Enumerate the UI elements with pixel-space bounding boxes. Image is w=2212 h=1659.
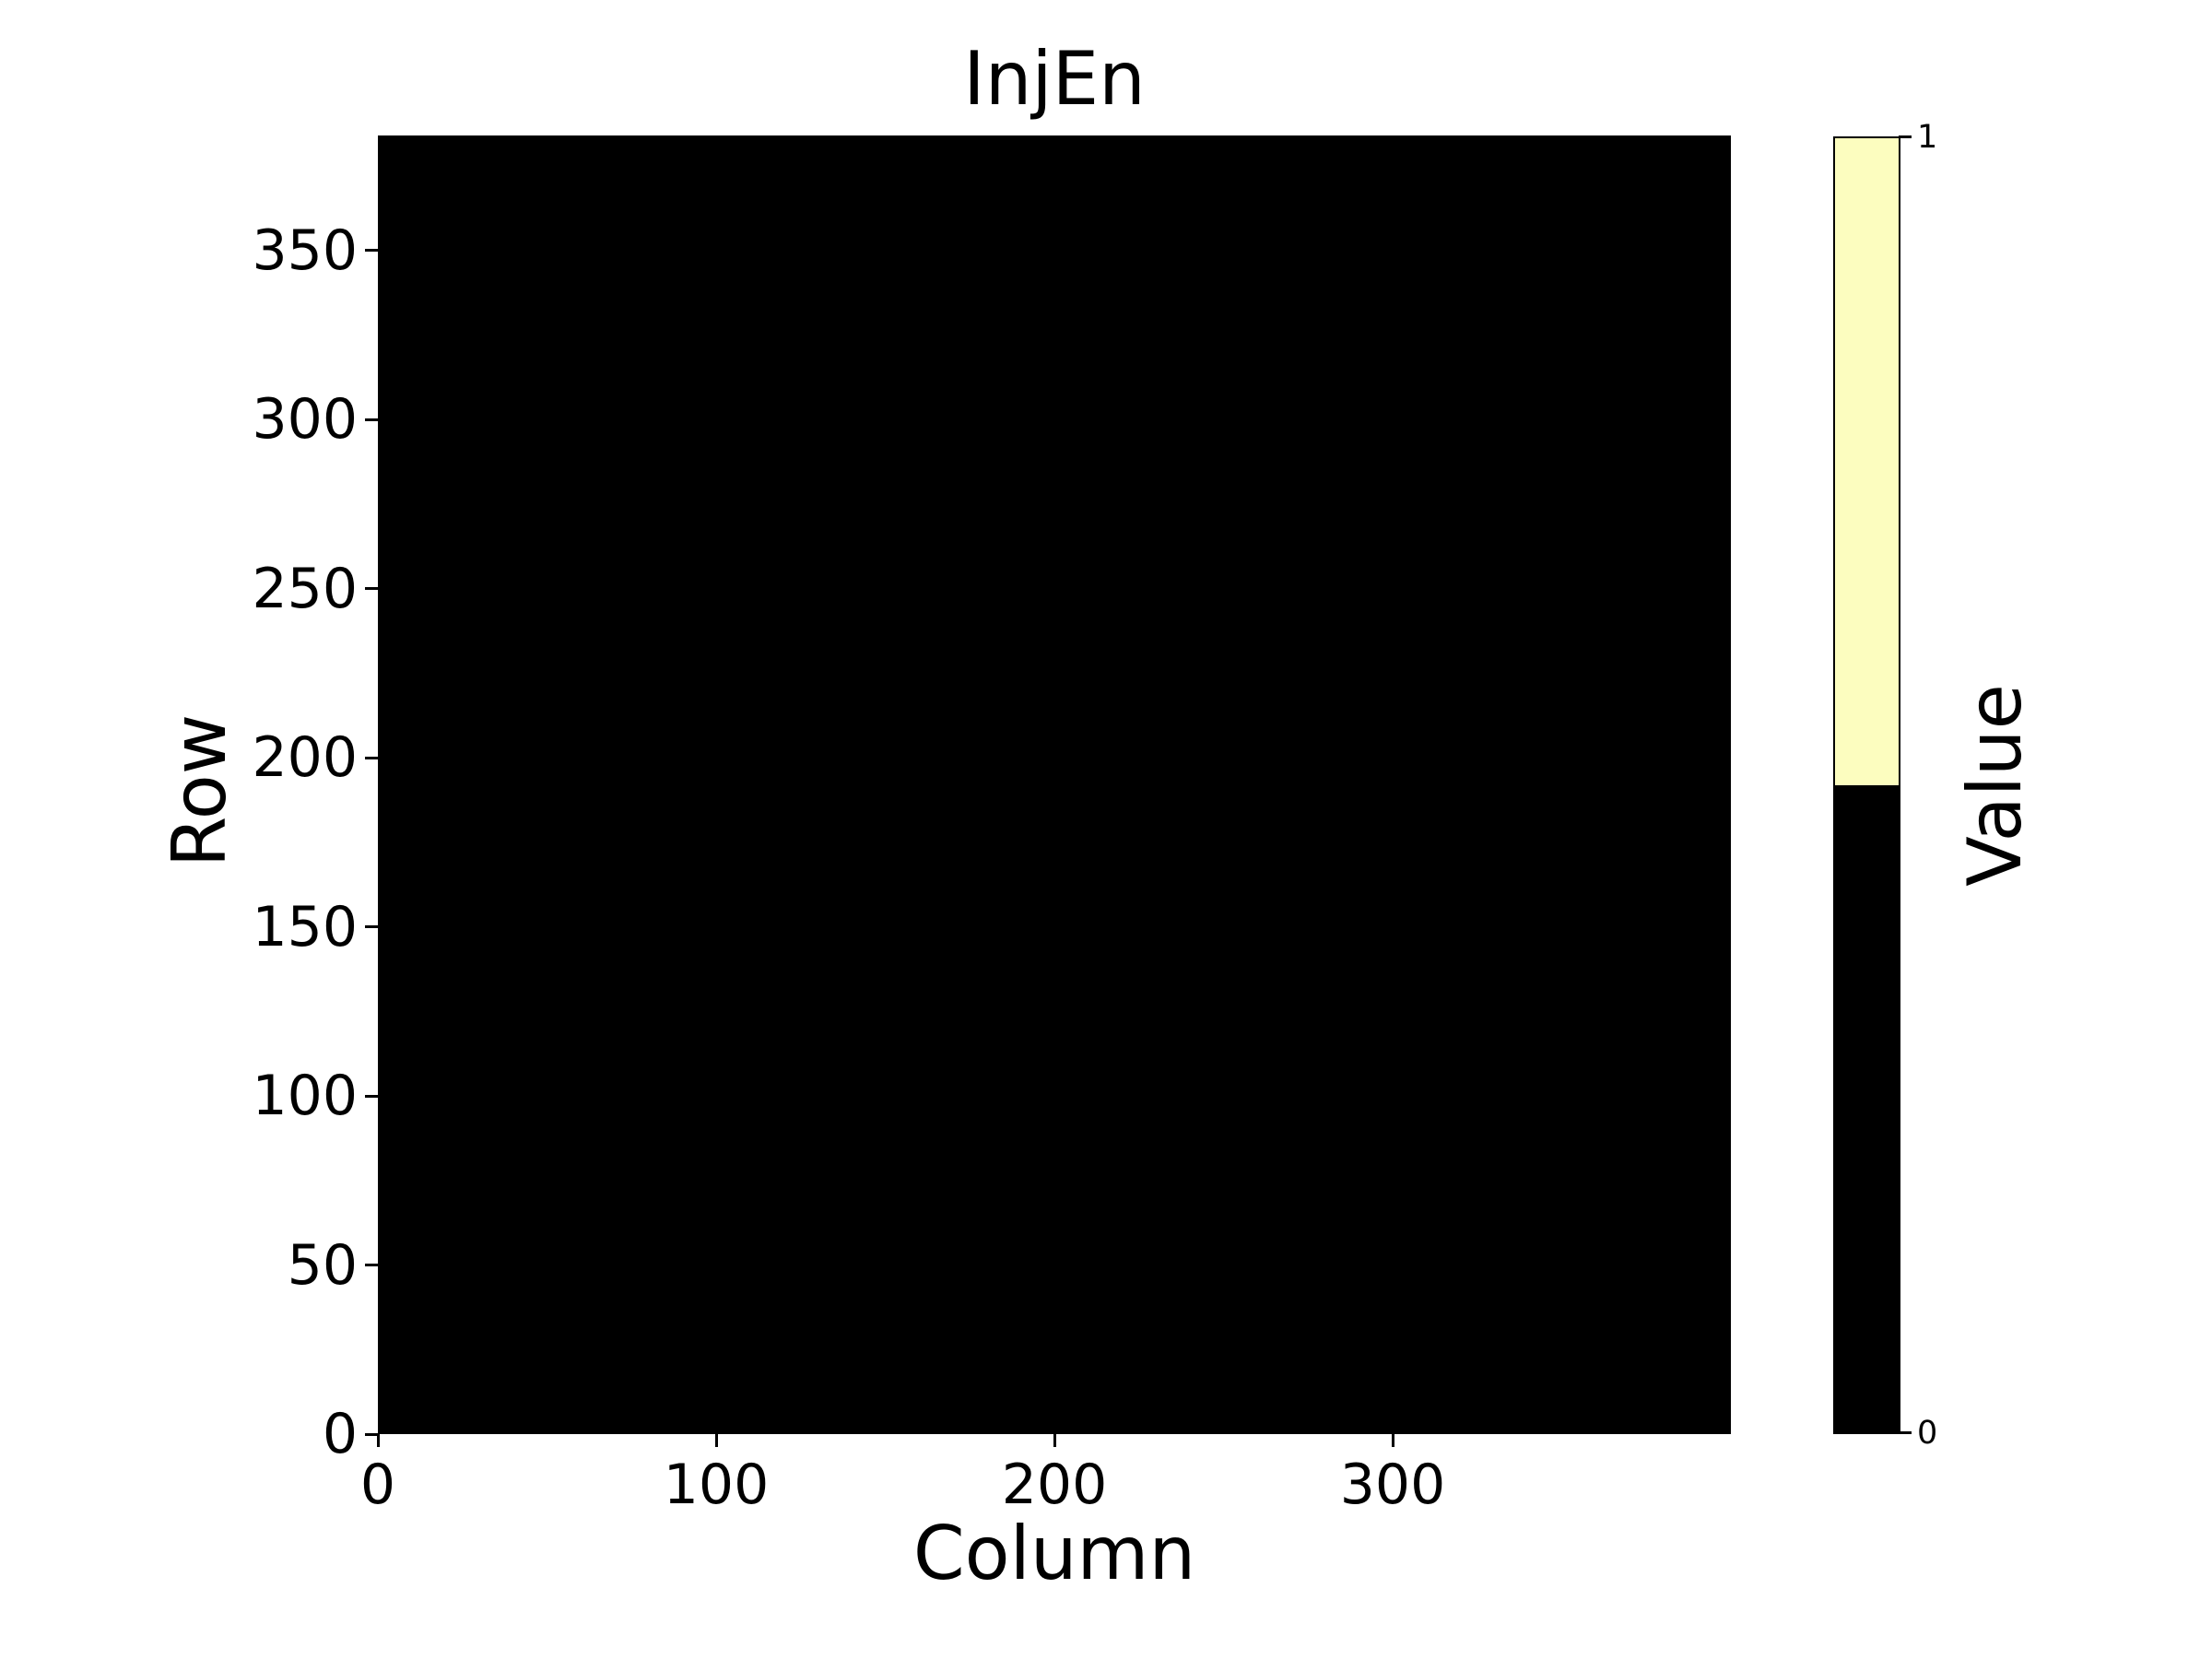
y-tick-label-0: 0	[322, 1402, 358, 1466]
y-tick-mark-100	[365, 1094, 378, 1098]
y-tick-mark-150	[365, 925, 378, 929]
y-tick-label-150: 150	[252, 894, 358, 959]
y-tick-mark-350	[365, 249, 378, 253]
colorbar-label-text: Value	[1952, 684, 2038, 887]
colorbar-tick-label-top: 1	[1917, 119, 1938, 156]
y-tick-label-100: 100	[252, 1064, 358, 1129]
colorbar-tick-label-bottom: 0	[1917, 1415, 1938, 1452]
colorbar	[1833, 136, 1900, 1434]
y-tick-mark-300	[365, 418, 378, 421]
colorbar-tick-mark-top	[1899, 135, 1912, 138]
y-axis-label-text: Row	[157, 713, 242, 868]
x-tick-mark-100	[714, 1434, 718, 1447]
y-tick-label-50: 50	[287, 1232, 358, 1298]
colorbar-segment-value-1	[1835, 138, 1899, 785]
x-tick-label-200: 200	[1001, 1453, 1108, 1517]
y-tick-label-350: 350	[252, 218, 358, 283]
x-tick-label-0: 0	[359, 1453, 396, 1517]
y-tick-label-250: 250	[252, 556, 358, 621]
y-tick-label-200: 200	[252, 725, 358, 791]
x-tick-mark-200	[1053, 1434, 1056, 1447]
x-tick-label-300: 300	[1339, 1453, 1446, 1517]
x-tick-label-100: 100	[663, 1453, 770, 1517]
x-axis-label: Column	[912, 1511, 1196, 1596]
chart-title: InjEn	[963, 36, 1146, 122]
y-tick-mark-50	[365, 1264, 378, 1266]
colorbar-tick-mark-bottom	[1899, 1431, 1912, 1434]
colorbar-segment-value-0	[1835, 785, 1899, 1432]
y-tick-mark-200	[365, 756, 378, 759]
x-tick-mark-0	[376, 1434, 380, 1447]
y-tick-label-300: 300	[252, 387, 358, 453]
y-tick-mark-250	[365, 587, 378, 591]
heatmap-plot-area	[378, 135, 1731, 1434]
x-tick-mark-300	[1391, 1434, 1394, 1447]
y-tick-mark-0	[365, 1432, 378, 1436]
